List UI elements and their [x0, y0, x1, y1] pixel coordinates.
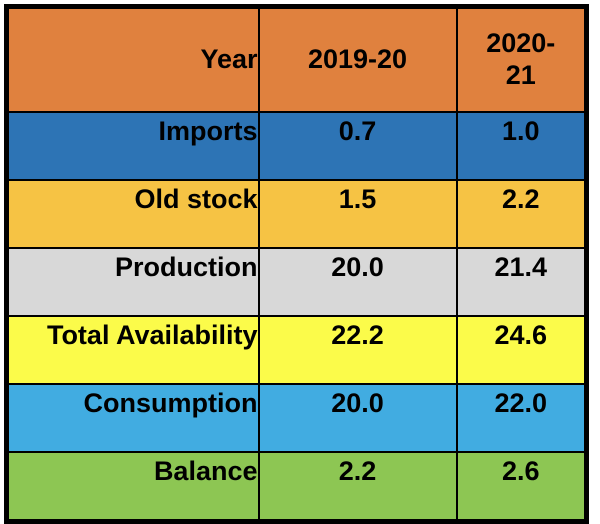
value-2019-20: 2.2 — [257, 451, 458, 523]
table-row-total-availability: Total Availability 22.2 24.6 — [5, 315, 588, 385]
header-cell-2019-20: 2019-20 — [257, 5, 458, 113]
value-2020-21: 22.0 — [455, 383, 588, 453]
header-cell-2020-21: 2020- 21 — [455, 5, 588, 113]
value-2019-20: 20.0 — [257, 247, 458, 317]
table-row-imports: Imports 0.7 1.0 — [5, 111, 588, 181]
row-label: Balance — [5, 451, 260, 523]
row-label: Old stock — [5, 179, 260, 249]
header-cell-year: Year — [5, 5, 260, 113]
header-2020-21-line1: 2020- — [486, 28, 556, 59]
row-label: Imports — [5, 111, 260, 181]
value-2020-21: 21.4 — [455, 247, 588, 317]
header-row: Year 2019-20 2020- 21 — [5, 5, 588, 113]
value-2019-20: 22.2 — [257, 315, 458, 385]
value-2019-20: 1.5 — [257, 179, 458, 249]
value-2020-21: 2.2 — [455, 179, 588, 249]
table-row-old-stock: Old stock 1.5 2.2 — [5, 179, 588, 249]
header-2020-21-line2: 21 — [505, 60, 536, 90]
table-row-consumption: Consumption 20.0 22.0 — [5, 383, 588, 453]
table-row-balance: Balance 2.2 2.6 — [5, 451, 588, 523]
value-2020-21: 2.6 — [455, 451, 588, 523]
row-label: Total Availability — [5, 315, 260, 385]
data-table: Year 2019-20 2020- 21 Imports 0.7 1.0 Ol… — [4, 4, 589, 524]
row-label: Production — [5, 247, 260, 317]
value-2020-21: 24.6 — [455, 315, 588, 385]
row-label: Consumption — [5, 383, 260, 453]
value-2019-20: 0.7 — [257, 111, 458, 181]
value-2019-20: 20.0 — [257, 383, 458, 453]
value-2020-21: 1.0 — [455, 111, 588, 181]
table-row-production: Production 20.0 21.4 — [5, 247, 588, 317]
